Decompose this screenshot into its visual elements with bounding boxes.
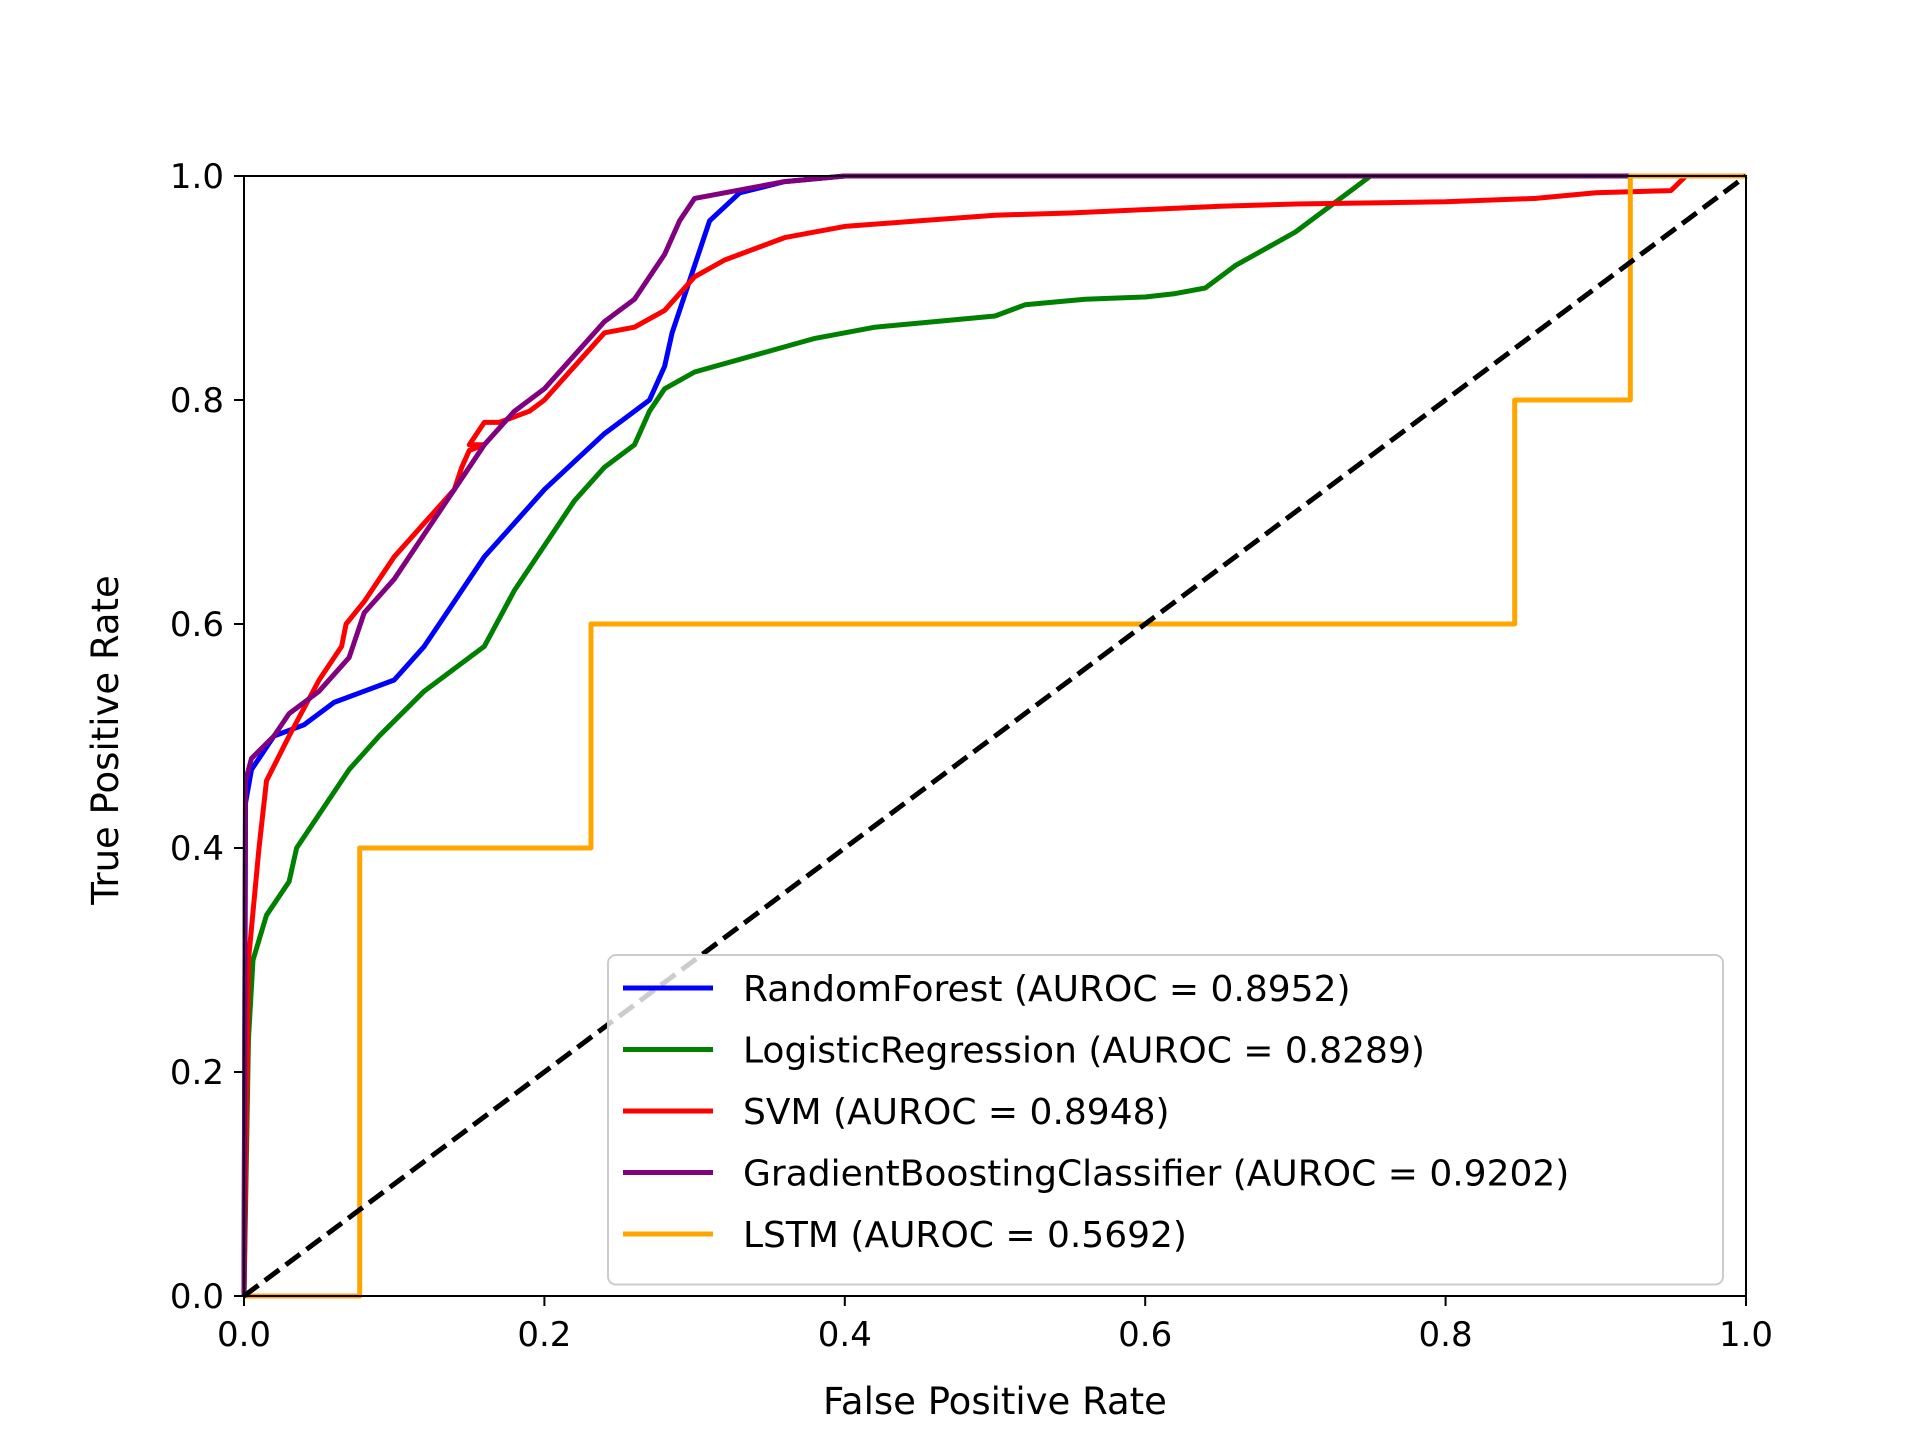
x-axis-label: False Positive Rate xyxy=(823,1380,1167,1423)
reference-diagonal-line xyxy=(242,173,1748,1299)
legend-entry-label: SVM (AUROC = 0.8948) xyxy=(743,1092,1170,1133)
legend-entry-label: LSTM (AUROC = 0.5692) xyxy=(743,1215,1187,1256)
y-tick-label: 0.6 xyxy=(170,605,224,645)
x-tick-label: 0.6 xyxy=(1118,1315,1172,1355)
x-tick-label: 0.8 xyxy=(1419,1315,1473,1355)
x-tick-label: 0.2 xyxy=(517,1315,571,1355)
series-line-2 xyxy=(241,173,1746,1297)
legend: RandomForest (AUROC = 0.8952) LogisticReg… xyxy=(607,954,1724,1286)
plot-area xyxy=(241,173,1748,1299)
legend-entry-label: LogisticRegression (AUROC = 0.8289) xyxy=(743,1031,1425,1072)
series-line-4 xyxy=(241,173,1746,1297)
y-tick-label: 0.8 xyxy=(170,381,224,421)
axes: 0.0 0.2 0.4 0.6 0.8 1.0 0.0 0.2 0.4 0.6 0.8 1.0 xyxy=(170,157,1773,1355)
series-line-1 xyxy=(241,173,1746,1297)
y-tick-label: 0.4 xyxy=(170,829,224,869)
series-line-5 xyxy=(244,173,1746,1299)
x-tick-label: 1.0 xyxy=(1719,1315,1773,1355)
plot-frame xyxy=(243,175,1747,1297)
y-tick-label: 0.2 xyxy=(170,1053,224,1093)
y-tick-label: 1.0 xyxy=(170,157,224,197)
series-line-3 xyxy=(241,173,1746,1297)
legend-box xyxy=(607,954,1724,1286)
legend-entry-label: RandomForest (AUROC = 0.8952) xyxy=(743,969,1351,1010)
y-axis-label: True Positive Rate xyxy=(84,575,127,906)
x-tick-label: 0.0 xyxy=(217,1315,271,1355)
y-tick-label: 0.0 xyxy=(170,1277,224,1317)
legend-entry-label: GradientBoostingClassifier (AUROC = 0.92… xyxy=(743,1154,1569,1195)
x-tick-label: 0.4 xyxy=(818,1315,872,1355)
